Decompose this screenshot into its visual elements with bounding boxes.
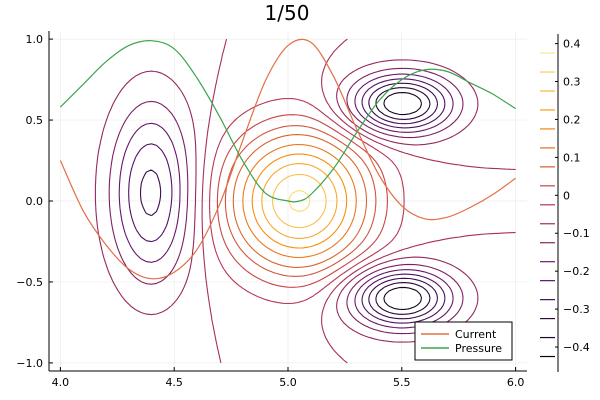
colorbar-tick-label: −0.4	[563, 341, 590, 354]
y-tick-label: 1.0	[26, 33, 44, 46]
y-tick-label: 0.0	[26, 195, 44, 208]
legend-label: Pressure	[455, 342, 502, 355]
colorbar-tick-label: −0.1	[563, 227, 590, 240]
contour-line	[139, 82, 439, 320]
contour-line	[232, 134, 368, 268]
legend-label: Current	[455, 328, 497, 341]
contour-line	[224, 125, 377, 277]
colorbar: 0.4 0.3 0.2 0.1 0 −0.1 −0.2 −0.3 −0.4	[540, 34, 590, 372]
x-tick-label: 6.0	[507, 376, 525, 389]
contour-line	[242, 143, 357, 259]
colorbar-tick-label: 0.2	[563, 113, 581, 126]
contour-line	[383, 92, 423, 310]
contour-line	[201, 38, 516, 364]
series-line-current	[59, 38, 516, 280]
x-tick-label: 4.5	[165, 376, 183, 389]
contour-lines	[94, 38, 516, 364]
contour-line	[251, 153, 348, 249]
contour-line	[261, 163, 338, 239]
x-tick-label: 4.0	[52, 376, 70, 389]
series-line-pressure	[59, 40, 516, 203]
contour-line	[118, 73, 454, 329]
colorbar-tick-label: 0.4	[563, 38, 581, 51]
contour-line	[209, 97, 405, 305]
colorbar-tick-label: −0.3	[563, 303, 590, 316]
y-tick-label: −0.5	[16, 276, 43, 289]
x-tick-label: 5.5	[393, 376, 411, 389]
y-tick-label: 0.5	[26, 114, 44, 127]
colorbar-tick-label: 0	[563, 189, 570, 202]
plot-area: 4.0 4.5 5.0 5.5 6.0 1.0 0.5 0.0 −0.5 −1.0	[16, 31, 527, 389]
contour-line	[108, 67, 464, 335]
colorbar-tick-label: 0.3	[563, 76, 581, 89]
chart-title: 1/50	[265, 1, 310, 25]
contour-line	[216, 114, 388, 288]
contour-line	[288, 190, 311, 212]
colorbar-tick-label: 0.1	[563, 151, 581, 164]
colorbar-tick-label: −0.2	[563, 265, 590, 278]
x-tick-label: 5.0	[279, 376, 297, 389]
legend-box	[414, 321, 513, 361]
contour-line	[94, 59, 479, 343]
contour-line	[128, 78, 446, 324]
y-tick-label: −1.0	[16, 357, 43, 370]
